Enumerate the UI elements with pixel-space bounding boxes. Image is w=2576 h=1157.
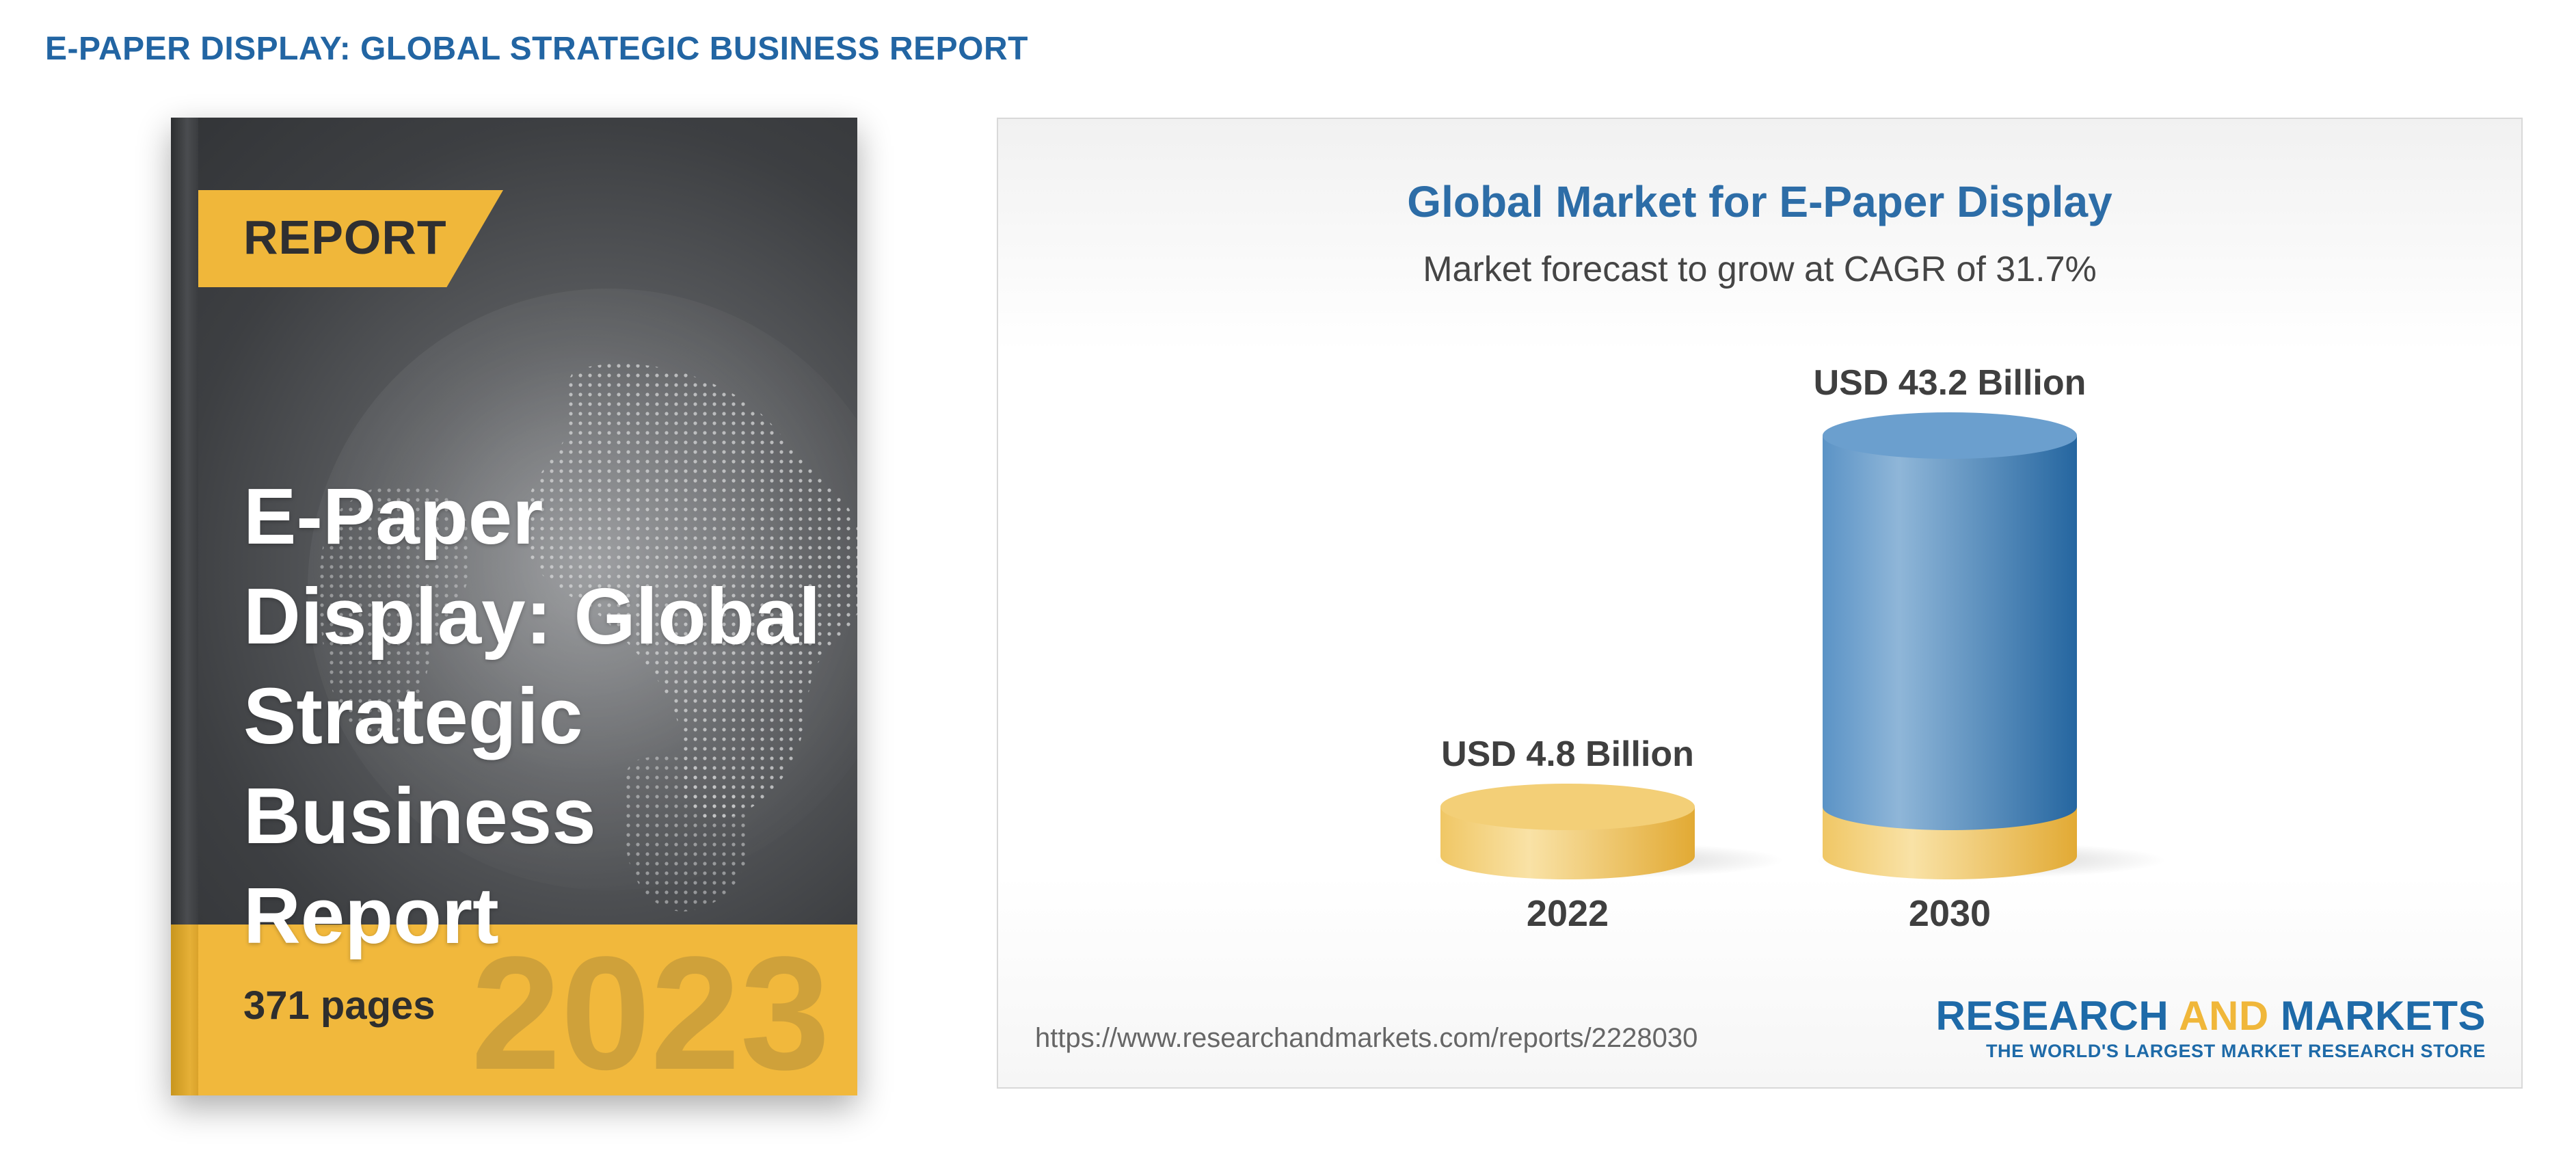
market-infographic[interactable]: Global Market for E-Paper Display Market…	[997, 118, 2523, 1089]
report-tag-label: REPORT	[243, 211, 447, 264]
brand-logo[interactable]: RESEARCH AND MARKETS THE WORLD'S LARGEST…	[1936, 994, 2486, 1062]
bar-top-2022	[1440, 784, 1695, 830]
category-label-2022: 2022	[1527, 893, 1609, 934]
brand-word-and: AND	[2179, 993, 2269, 1039]
brand-word-markets: MARKETS	[2268, 993, 2486, 1039]
globe-dots-graphic	[308, 289, 857, 912]
cover-title: E-Paper Display: Global Strategic Busine…	[243, 472, 821, 960]
brand-word-research: RESEARCH	[1935, 993, 2179, 1039]
report-cover[interactable]: REPORT E-Paper Display: Global Strategic…	[171, 118, 857, 1095]
bar-top-2030	[1823, 412, 2077, 459]
category-label-2030: 2030	[1909, 893, 1991, 934]
source-url[interactable]: https://www.researchandmarkets.com/repor…	[1035, 1023, 1698, 1053]
chart-title: Global Market for E-Paper Display	[1407, 177, 2112, 226]
page-count: 371 pages	[243, 983, 435, 1028]
data-label-2030: USD 43.2 Billion	[1814, 363, 2087, 403]
bar-2030	[1823, 436, 2077, 830]
brand-tagline: THE WORLD'S LARGEST MARKET RESEARCH STOR…	[1985, 1041, 2486, 1061]
cover-year: 2023	[470, 923, 830, 1095]
report-tag-banner	[171, 190, 503, 287]
data-label-2022: USD 4.8 Billion	[1441, 734, 1694, 774]
cover-bottom-band	[171, 925, 857, 1095]
cylinder-chart: USD 4.8 Billion 2022 USD 43.2 Billion 2030	[1434, 363, 2166, 934]
cover-spine-lower	[171, 925, 198, 1095]
page-heading: E-PAPER DISPLAY: GLOBAL STRATEGIC BUSINE…	[45, 31, 1028, 67]
chart-subtitle: Market forecast to grow at CAGR of 31.7%	[1423, 250, 2097, 289]
